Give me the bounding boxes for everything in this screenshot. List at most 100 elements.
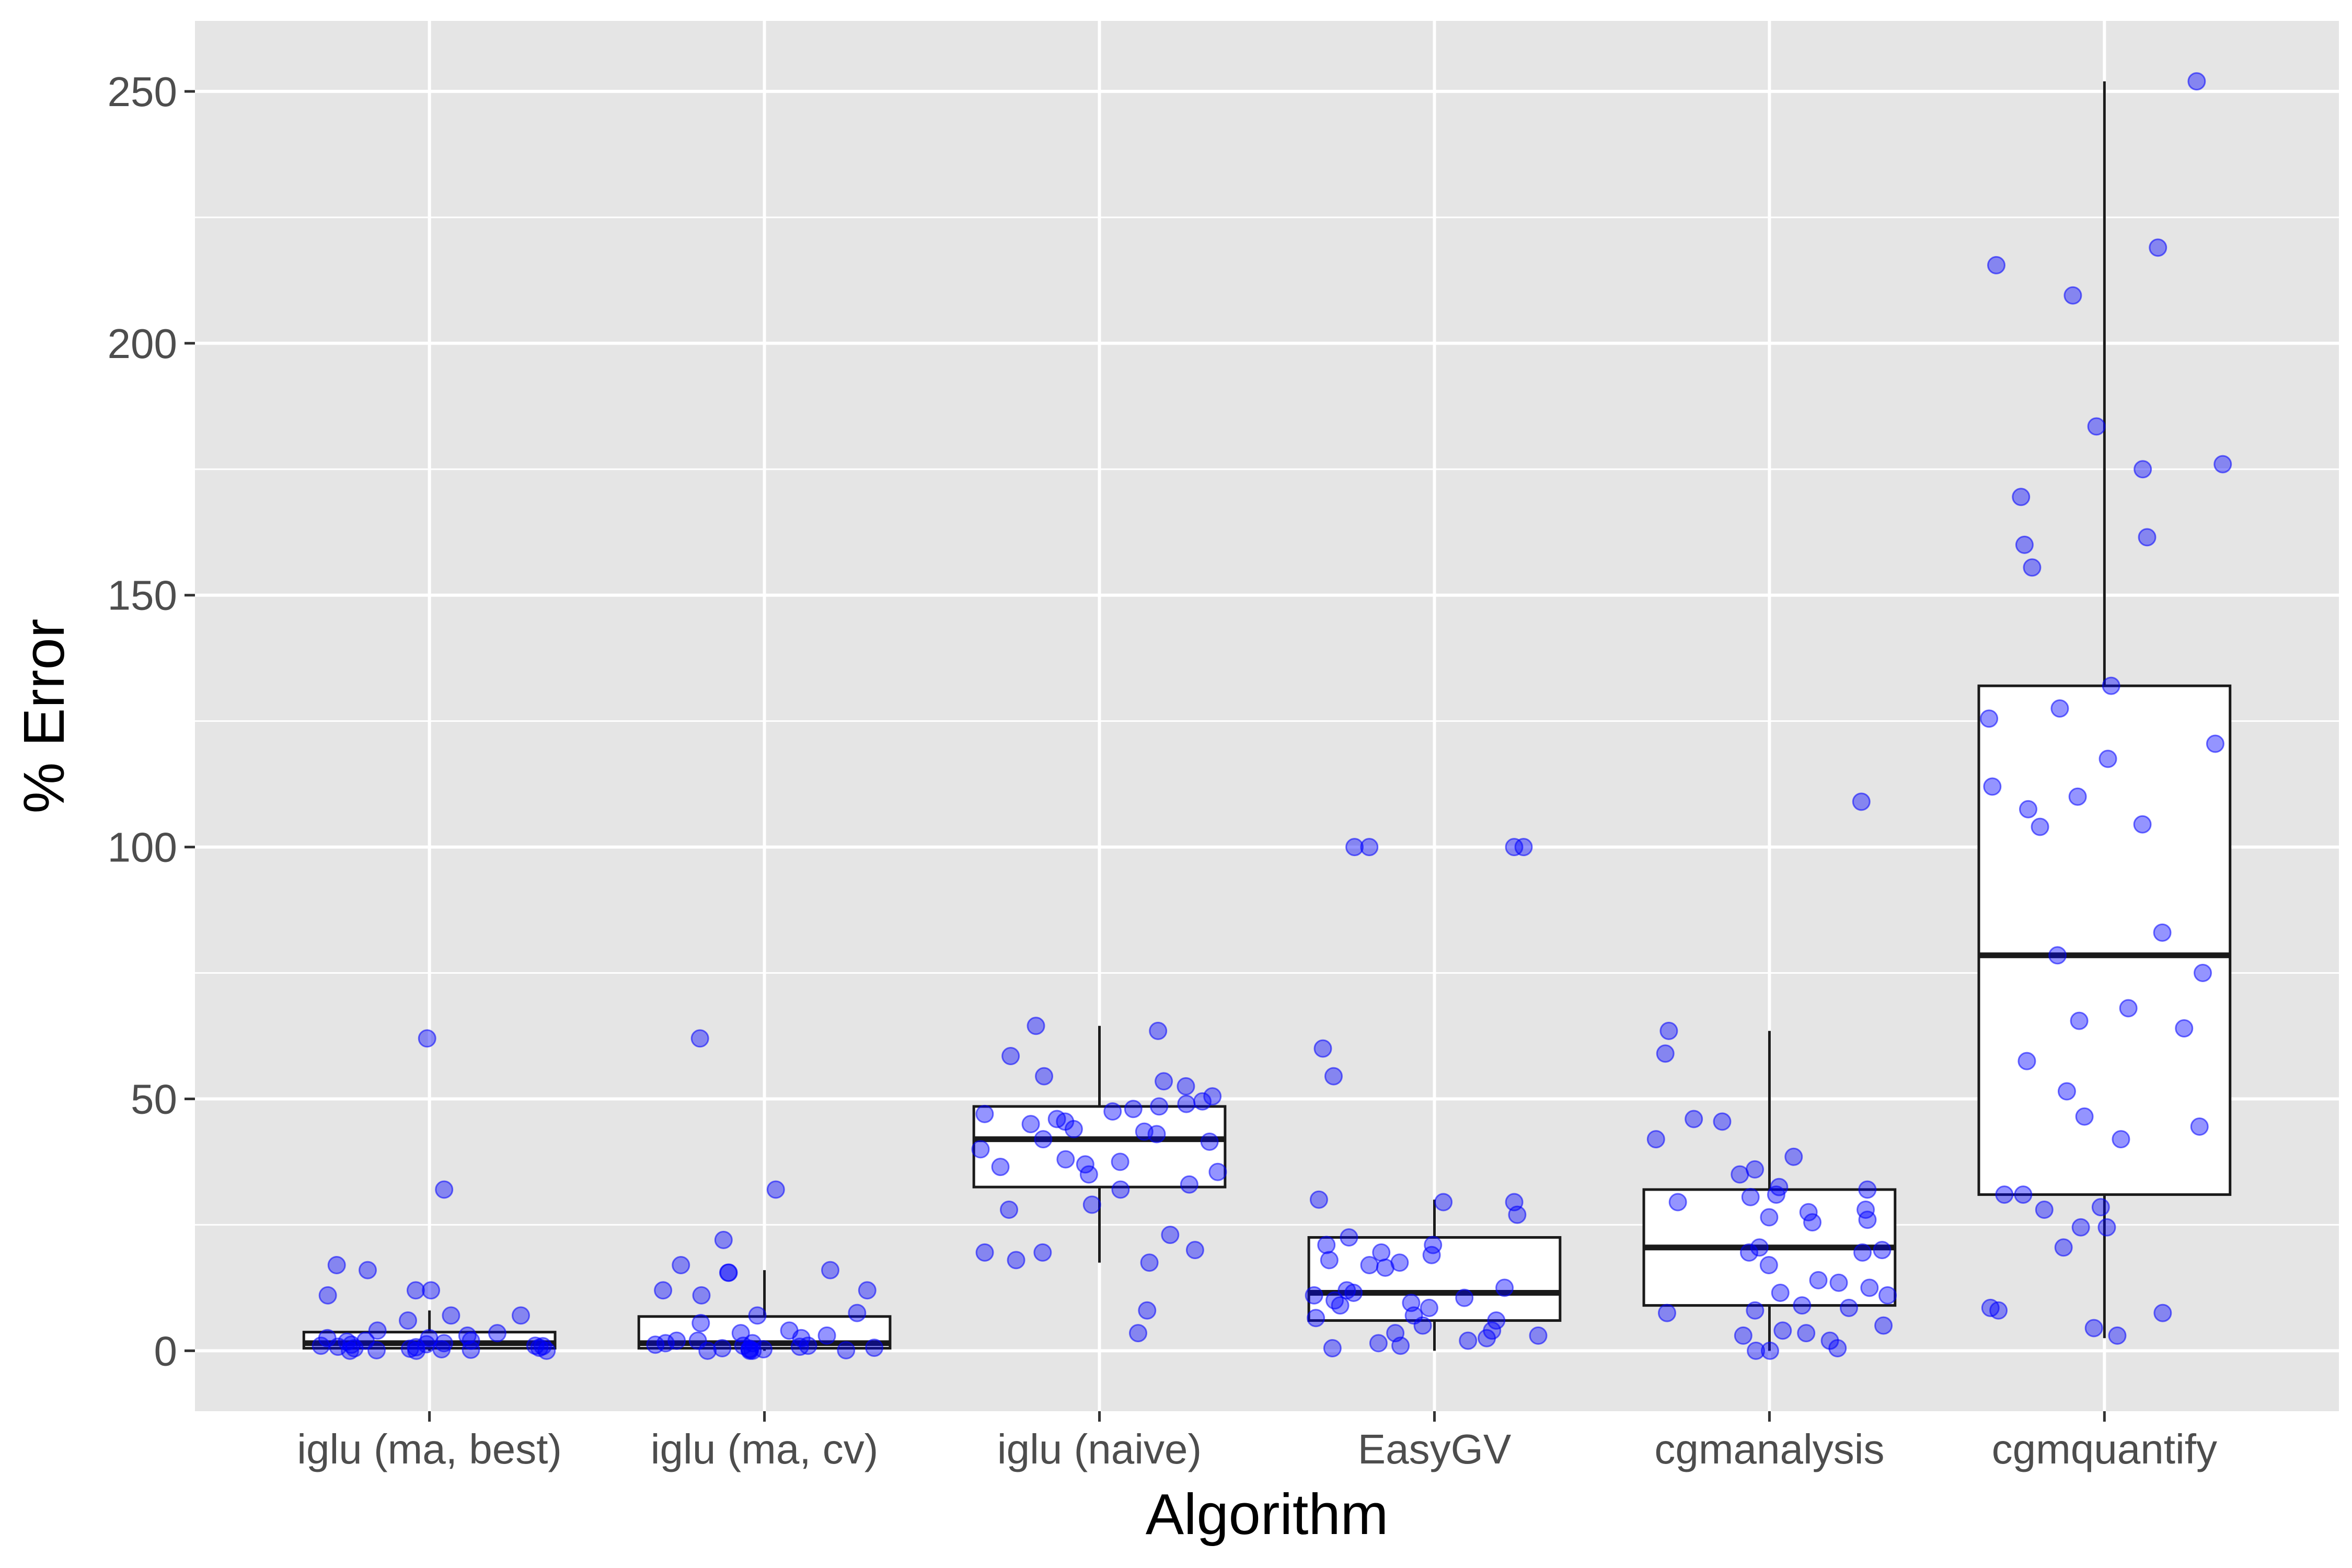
data-point — [1873, 1241, 1892, 1260]
data-point — [2048, 946, 2067, 965]
data-point — [790, 1338, 809, 1356]
data-point — [2084, 1319, 2103, 1338]
data-point — [1860, 1278, 1879, 1297]
data-point — [1858, 1180, 1877, 1199]
data-point — [1103, 1102, 1122, 1121]
data-point — [2063, 286, 2082, 305]
data-point — [1829, 1273, 1848, 1292]
data-point — [1420, 1298, 1438, 1317]
data-point — [1369, 1334, 1388, 1353]
x-tick-label: iglu (ma, cv) — [651, 1426, 879, 1472]
data-point — [1000, 1200, 1019, 1219]
data-point — [1345, 838, 1364, 857]
x-tick-label: cgmquantify — [1992, 1426, 2217, 1472]
data-point — [1514, 838, 1533, 857]
data-point — [1747, 1341, 1766, 1360]
data-point — [1987, 256, 2005, 274]
data-point — [1739, 1243, 1758, 1262]
data-point — [2102, 676, 2120, 695]
data-point — [435, 1180, 454, 1199]
data-point — [488, 1324, 506, 1343]
data-point — [1360, 1256, 1379, 1275]
data-point — [2035, 1200, 2054, 1219]
data-point — [2023, 558, 2042, 577]
data-point — [2071, 1218, 2090, 1237]
data-point — [341, 1341, 360, 1360]
data-point — [817, 1326, 836, 1345]
data-point — [1076, 1155, 1094, 1174]
data-point — [1995, 1185, 2014, 1204]
data-point — [1034, 1130, 1053, 1149]
data-point — [2087, 417, 2106, 436]
data-point — [2206, 734, 2224, 753]
data-point — [1111, 1180, 1130, 1199]
data-point — [1193, 1092, 1212, 1111]
data-point — [1064, 1120, 1083, 1138]
data-point — [714, 1230, 733, 1249]
data-point — [511, 1306, 530, 1325]
data-point — [741, 1341, 759, 1360]
data-point — [1180, 1175, 1198, 1194]
data-point — [1331, 1296, 1350, 1315]
data-point — [1155, 1072, 1173, 1091]
data-point — [418, 1029, 436, 1048]
data-point — [2187, 72, 2206, 91]
data-point — [2097, 1218, 2116, 1237]
data-point — [1656, 1044, 1675, 1063]
data-point — [442, 1306, 460, 1325]
data-point — [971, 1140, 990, 1159]
data-point — [1376, 1258, 1394, 1277]
data-point — [1149, 1021, 1168, 1040]
data-point — [1759, 1256, 1778, 1275]
data-point — [399, 1311, 418, 1330]
data-point — [1685, 1110, 1703, 1128]
data-point — [1750, 1238, 1769, 1257]
y-tick-label: 200 — [108, 320, 177, 367]
data-point — [1177, 1094, 1196, 1113]
data-point — [1422, 1246, 1441, 1264]
box-4 — [1307, 1200, 1562, 1351]
data-point — [1360, 838, 1379, 857]
data-point — [858, 1281, 877, 1300]
data-point — [1344, 1284, 1363, 1302]
x-tick-label: iglu (naive) — [997, 1426, 1202, 1472]
data-point — [848, 1304, 867, 1322]
data-point — [837, 1341, 856, 1359]
data-point — [368, 1321, 387, 1340]
data-point — [1478, 1329, 1496, 1347]
data-point — [1646, 1130, 1665, 1149]
data-point — [667, 1331, 686, 1350]
data-point — [1325, 1291, 1344, 1310]
box-body — [1307, 1236, 1562, 1322]
data-point — [1989, 1301, 2008, 1320]
data-point — [646, 1335, 665, 1354]
data-point — [748, 1306, 767, 1325]
y-tick-label: 250 — [108, 68, 177, 115]
data-point — [2057, 1082, 2076, 1101]
data-point — [975, 1104, 994, 1123]
data-point — [1983, 777, 2002, 796]
data-point — [2134, 460, 2152, 479]
data-point — [2099, 750, 2117, 768]
data-point — [2070, 1011, 2089, 1030]
y-tick-label: 50 — [131, 1076, 177, 1122]
y-tick-label: 100 — [108, 824, 177, 871]
data-point — [1487, 1311, 1506, 1330]
x-axis-title: Algorithm — [1146, 1482, 1389, 1547]
data-point — [2175, 1019, 2194, 1038]
data-point — [1495, 1278, 1514, 1297]
data-point — [2068, 787, 2087, 806]
data-point — [1505, 838, 1524, 857]
data-point — [1007, 1251, 1025, 1270]
data-point — [1185, 1241, 1204, 1260]
data-point — [318, 1286, 337, 1305]
data-point — [462, 1340, 480, 1359]
data-point — [2050, 699, 2069, 718]
data-point — [975, 1243, 994, 1262]
data-point — [359, 1261, 377, 1279]
data-point — [1657, 1304, 1676, 1322]
data-point — [2112, 1130, 2130, 1149]
data-point — [1307, 1309, 1325, 1328]
y-axis: 0 50 100 150 200 250 — [108, 68, 195, 1374]
data-point — [1793, 1296, 1812, 1315]
